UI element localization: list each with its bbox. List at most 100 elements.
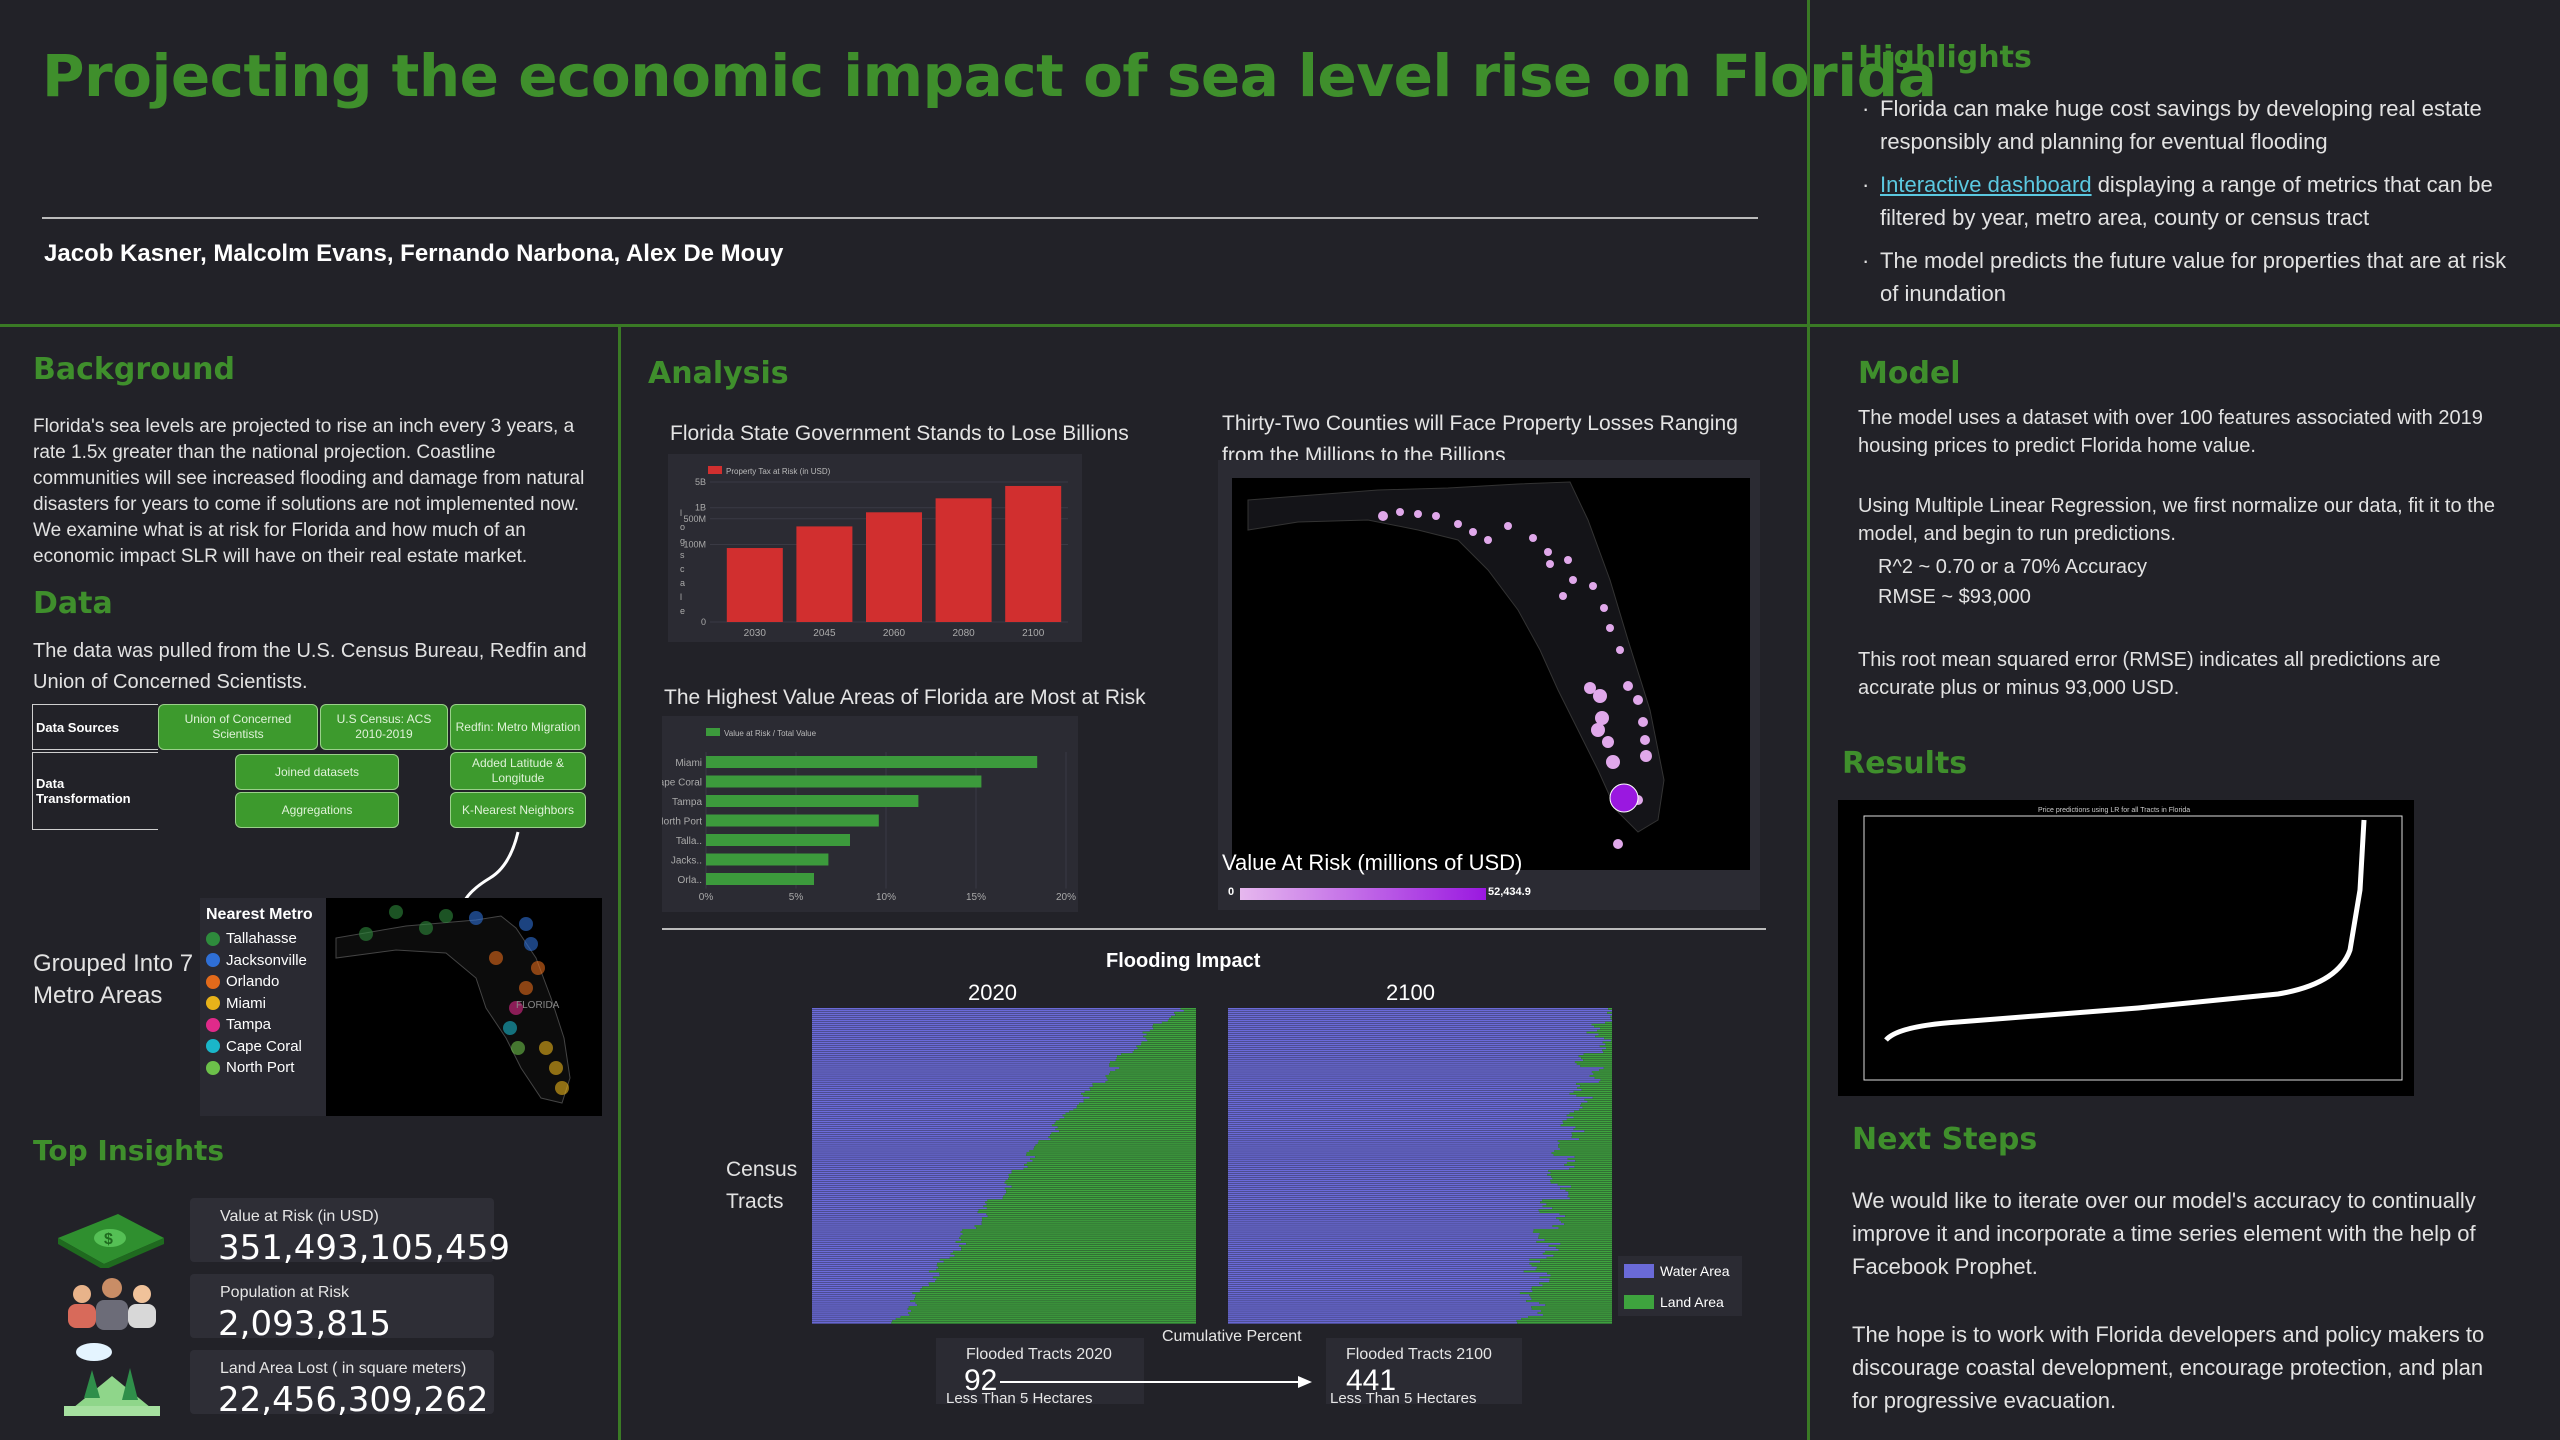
flood-water-row [812, 1160, 1033, 1162]
flood-land-row [1558, 1248, 1612, 1251]
flood-land-row [1538, 1209, 1612, 1212]
flood-water-row [812, 1158, 1031, 1160]
flood-water-row [1228, 1274, 1551, 1277]
flood-water-row [812, 1128, 1056, 1131]
flood-land-row [1050, 1134, 1196, 1136]
flood-land-row [1059, 1118, 1196, 1121]
flood-land-row [1566, 1114, 1612, 1117]
flood-land-row [1546, 1203, 1612, 1206]
flood-land-row [1551, 1175, 1612, 1178]
chart2-title: The Highest Value Areas of Florida are M… [664, 686, 1146, 709]
flood-water-row [812, 1173, 1009, 1176]
flood-land-row [1561, 1221, 1612, 1223]
flood-water-row [812, 1039, 1148, 1042]
flood-water-row [812, 1090, 1085, 1093]
flood-land-row [908, 1312, 1196, 1314]
county-dot [1640, 735, 1650, 745]
flood-land-row [1599, 1069, 1612, 1071]
flood-land-row [1604, 1037, 1612, 1040]
chart1-bar [1005, 485, 1062, 622]
flood-land-row [1591, 1023, 1612, 1026]
county-dot [1432, 512, 1440, 520]
flood-water-row [1228, 1063, 1577, 1065]
metro-dot [359, 927, 373, 941]
flood-land-row [1083, 1098, 1196, 1101]
flood-water-row [812, 1166, 1028, 1168]
flood-water-row [1228, 1138, 1580, 1140]
chart1-ylabel-char: o [680, 522, 685, 532]
flood-water-row [812, 1201, 986, 1204]
flood-land-row [1579, 1108, 1612, 1111]
flood-water-row [1228, 1266, 1537, 1269]
chart1-xtick: 2060 [883, 628, 906, 639]
flood-land-row [1569, 1092, 1612, 1095]
flood-water-row [1228, 1081, 1599, 1083]
flood-water-row [1228, 1136, 1572, 1138]
flood-land-row [1594, 1077, 1612, 1079]
flood-land-row [1037, 1142, 1196, 1144]
flood-land-row [1538, 1237, 1612, 1239]
flood-water-row [812, 1144, 1036, 1146]
flood-land-row [1602, 1049, 1612, 1052]
flood-water-row [1228, 1158, 1568, 1160]
flood-land-row [1598, 1033, 1612, 1036]
chart1-ylabel-char: a [680, 578, 685, 588]
flood-water-row [812, 1270, 929, 1273]
flood-land-row [1566, 1118, 1612, 1121]
flood-land-row [1537, 1312, 1612, 1314]
flood-land-row [912, 1292, 1196, 1294]
chart1-ytick: 100M [683, 539, 706, 549]
metro-legend-item: Tallahasse [206, 928, 320, 950]
flood-water-row [1228, 1019, 1612, 1022]
flood-land-row [977, 1211, 1196, 1214]
county-dot [1623, 681, 1633, 691]
dashboard-link[interactable]: Interactive dashboard [1880, 172, 2092, 197]
flood-land-row [1050, 1138, 1196, 1140]
flood-land-row [1548, 1245, 1612, 1247]
map-state-label: FLORIDA [516, 1000, 560, 1011]
population-label: Population at Risk [220, 1284, 349, 1301]
flood-water-row [812, 1025, 1153, 1028]
flood-water-row [812, 1183, 1007, 1186]
flood-land-row [1579, 1138, 1612, 1140]
flood-water-row [1228, 1134, 1573, 1136]
flood-land-row [1526, 1300, 1612, 1302]
flood-land-row [1565, 1215, 1612, 1217]
chart2-ytick: North Port [662, 817, 702, 828]
flood-land-row [939, 1274, 1196, 1277]
results-plot-title: Price predictions using LR for all Tract… [2038, 807, 2190, 814]
flood-land-row [1057, 1126, 1196, 1129]
flood-water-row [1228, 1029, 1598, 1032]
chart2-bar [706, 873, 814, 885]
flood-water-row [812, 1272, 940, 1275]
flood-water-row [1228, 1243, 1561, 1245]
flood-water-row [812, 1116, 1065, 1119]
flood-water-row [812, 1227, 977, 1229]
flood-land-row [1140, 1043, 1196, 1046]
flood-water-row [812, 1225, 975, 1227]
flood-land-row [914, 1298, 1196, 1300]
county-dot [1544, 548, 1552, 556]
flood-water-row [1228, 1217, 1557, 1219]
flood-land-row [1171, 1015, 1196, 1018]
flood-land-row [1033, 1148, 1196, 1150]
flood-land-row [1152, 1025, 1196, 1028]
flood-land-row [1539, 1233, 1612, 1235]
flood-land-row [1116, 1057, 1196, 1059]
flood-water-row [1228, 1308, 1532, 1310]
flood-water-row [812, 1043, 1141, 1046]
flood-land-row [1583, 1059, 1612, 1061]
flood-land-row [1076, 1106, 1196, 1109]
flood-land-row [1081, 1092, 1196, 1095]
flood-land-row [1547, 1173, 1612, 1176]
flood-water-row [812, 1304, 918, 1306]
flood-water-row [1228, 1197, 1570, 1200]
flood-land-row [1541, 1310, 1612, 1312]
flood-water-row [812, 1130, 1060, 1133]
flood-land-row [1051, 1124, 1196, 1127]
flood-land-row [961, 1246, 1196, 1249]
flood-water-row [812, 1292, 913, 1294]
flood-water-row [1228, 1142, 1560, 1144]
flood-land-row [1034, 1146, 1196, 1148]
grouped-label: Grouped Into 7 Metro Areas [33, 950, 194, 1009]
